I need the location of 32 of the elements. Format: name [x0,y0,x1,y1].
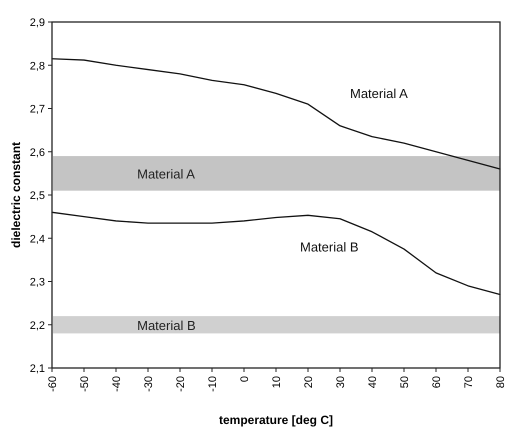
x-tick-label: 80 [495,376,507,388]
x-tick-label: -60 [47,376,59,392]
x-tick-label: 50 [399,376,411,388]
x-tick-label: -20 [175,376,187,392]
x-tick-label: -30 [143,376,155,392]
x-tick-label: -40 [111,376,123,392]
x-tick-label: 40 [367,376,379,388]
y-tick-label: 2,1 [30,363,45,375]
y-tick-label: 2,8 [30,60,45,72]
y-tick-label: 2,6 [30,146,45,159]
y-tick-label: 2,3 [30,276,45,288]
text: Material A [350,86,408,101]
x-tick-label: 0 [239,376,251,382]
y-axis-title: dielectric constant [9,142,23,248]
x-tick-label: 60 [431,376,443,388]
band-label: Material A [137,166,196,182]
line-series [51,212,501,296]
line-series [51,58,501,170]
x-tick-label: 20 [303,376,315,388]
y-tick-label: 2,7 [30,104,45,116]
y-tick-label: 2,9 [30,17,45,29]
x-tick-label: 10 [271,376,283,388]
x-tick-label: -50 [79,376,91,392]
x-axis-title: temperature [deg C] [218,413,334,427]
series-label: Material B [300,239,359,254]
y-tick-label: 2,5 [30,190,45,202]
x-tick-label: 30 [335,376,347,388]
x-tick-label: 70 [463,376,475,388]
band-label: Material B [137,318,196,333]
y-tick-label: 2,2 [30,320,45,332]
y-tick-label: 2,4 [30,233,45,246]
x-tick-label: -10 [207,376,219,392]
